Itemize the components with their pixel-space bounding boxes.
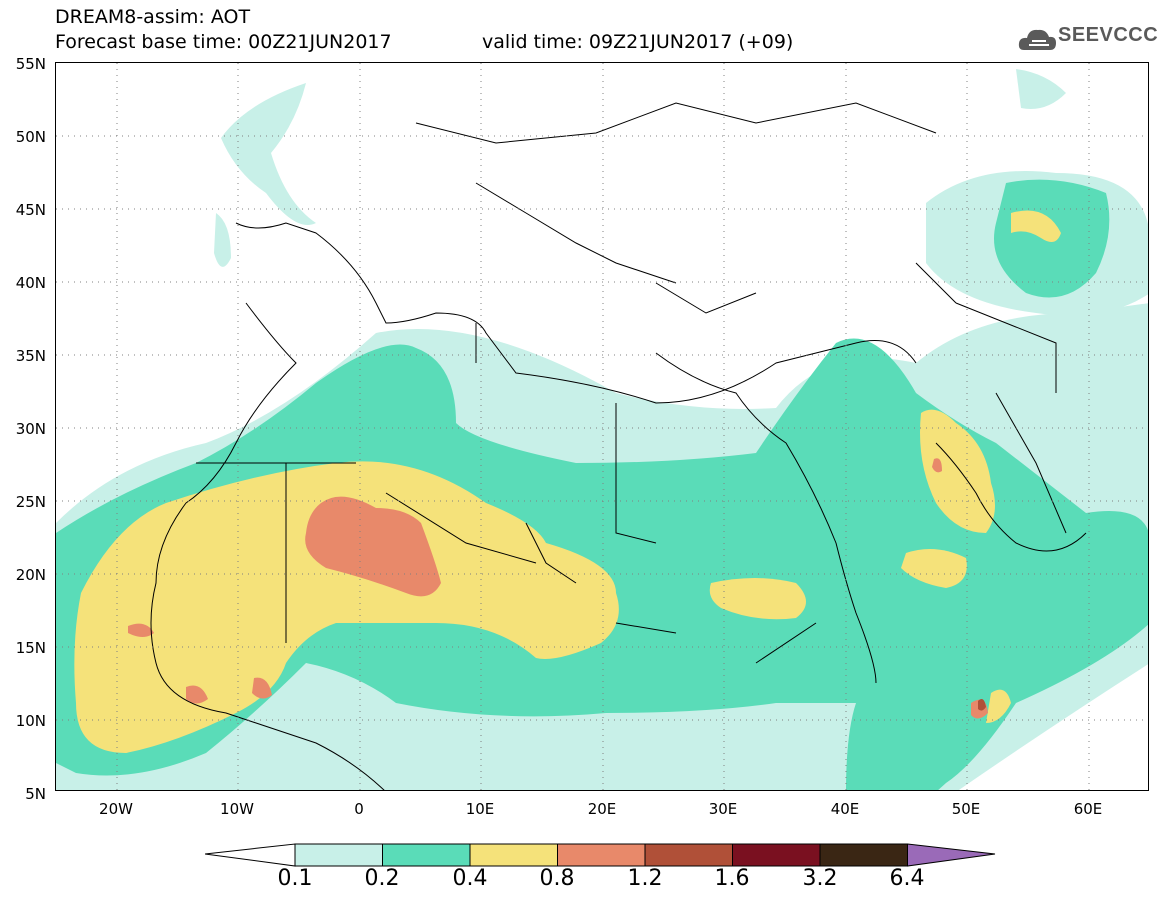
colorbar-label-0.1: 0.1	[277, 866, 313, 891]
lat-label-15n: 15N	[15, 639, 46, 657]
lat-label-55n: 55N	[15, 55, 46, 73]
lon-label-30e: 30E	[708, 800, 738, 818]
colorbar-label-1.2: 1.2	[627, 866, 663, 891]
colorbar-label-1.6: 1.6	[714, 866, 750, 891]
lat-label-20n: 20N	[15, 566, 46, 584]
colorbar-swatch-4	[557, 843, 646, 867]
colorbar-swatch-7	[819, 843, 908, 867]
logo-text: SEEVCCC	[1058, 24, 1159, 46]
colorbar	[205, 843, 996, 867]
lon-label-10w: 10W	[220, 800, 254, 818]
colorbar-under-arrow	[205, 843, 296, 867]
colorbar-label-3.2: 3.2	[802, 866, 838, 891]
lon-label-10e: 10E	[465, 800, 495, 818]
map-area	[55, 62, 1149, 791]
lon-label-60e: 60E	[1073, 800, 1103, 818]
lat-label-35n: 35N	[15, 347, 46, 365]
aot-contour-1.2	[978, 699, 986, 711]
lat-label-10n: 10N	[15, 712, 46, 730]
lat-label-50n: 50N	[15, 128, 46, 146]
lon-label-50e: 50E	[951, 800, 981, 818]
aot-contour-0.4	[74, 210, 1061, 753]
lat-label-40n: 40N	[15, 274, 46, 292]
map-title: DREAM8-assim: AOT	[55, 6, 251, 28]
colorbar-label-6.4: 6.4	[889, 866, 925, 891]
lon-label-20e: 20E	[587, 800, 617, 818]
colorbar-swatch-3	[469, 843, 558, 867]
lat-label-5n: 5N	[25, 785, 46, 803]
valid-time: valid time: 09Z21JUN2017 (+09)	[482, 31, 794, 53]
lon-label-0: 0	[354, 800, 364, 818]
lat-label-30n: 30N	[15, 420, 46, 438]
colorbar-swatch-1	[294, 843, 383, 867]
colorbar-label-0.4: 0.4	[452, 866, 488, 891]
cloud-logo-icon	[1018, 29, 1056, 50]
aot-field-map	[56, 63, 1148, 790]
forecast-base-time: Forecast base time: 00Z21JUN2017	[55, 31, 392, 53]
colorbar-over-arrow	[907, 843, 996, 867]
coastlines-and-borders	[150, 102, 1087, 790]
colorbar-label-0.8: 0.8	[539, 866, 575, 891]
colorbar-label-0.2: 0.2	[364, 866, 400, 891]
lat-lon-grid	[56, 63, 1148, 790]
lat-label-45n: 45N	[15, 201, 46, 219]
aot-contour-0.8	[128, 458, 988, 719]
colorbar-swatch-2	[382, 843, 471, 867]
colorbar-swatch-6	[732, 843, 821, 867]
lon-label-40e: 40E	[830, 800, 860, 818]
colorbar-swatch-5	[644, 843, 733, 867]
lat-label-25n: 25N	[15, 493, 46, 511]
lon-label-20w: 20W	[99, 800, 133, 818]
